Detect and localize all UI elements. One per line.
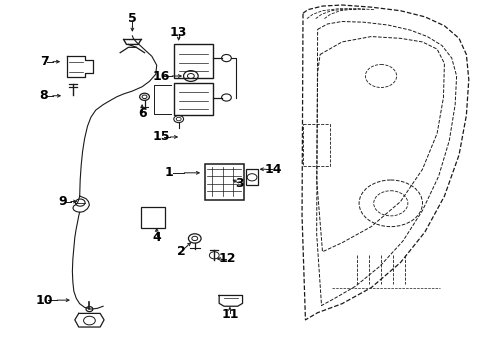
Text: 6: 6 xyxy=(138,107,146,120)
Text: 15: 15 xyxy=(153,130,170,144)
Text: 10: 10 xyxy=(36,294,53,307)
Bar xyxy=(204,164,243,200)
Text: 4: 4 xyxy=(152,231,161,244)
Text: 5: 5 xyxy=(128,12,137,25)
Text: 11: 11 xyxy=(221,308,238,321)
Bar xyxy=(173,83,212,116)
Bar xyxy=(173,44,212,78)
Text: 13: 13 xyxy=(170,27,187,40)
Text: 14: 14 xyxy=(264,163,282,176)
Text: 7: 7 xyxy=(40,55,49,68)
Text: 1: 1 xyxy=(164,166,173,179)
Bar xyxy=(245,169,258,185)
Circle shape xyxy=(86,307,93,312)
Text: 9: 9 xyxy=(59,195,67,208)
Text: 8: 8 xyxy=(39,89,48,102)
Text: 3: 3 xyxy=(235,177,244,190)
Bar xyxy=(141,207,164,228)
Text: 16: 16 xyxy=(153,69,170,82)
Text: 2: 2 xyxy=(176,245,185,258)
Bar xyxy=(303,125,329,166)
Text: 12: 12 xyxy=(218,252,236,265)
